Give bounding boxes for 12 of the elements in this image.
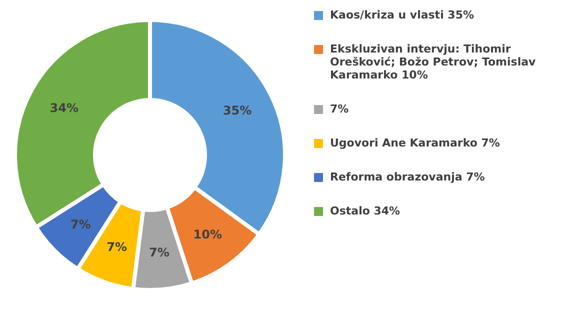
data-label: 10% <box>193 227 222 242</box>
data-label: 7% <box>106 240 127 254</box>
data-label: 35% <box>222 104 252 118</box>
legend-label: Reforma obrazovanja 7% <box>330 170 485 184</box>
legend-label: Ekskluzivan intervju: Tihomir Orešković; Božo Petrov; Tomislav Karamarko 10% <box>330 42 537 82</box>
data-label: 7% <box>70 217 91 232</box>
data-label: 7% <box>149 246 170 260</box>
legend-label: Ostalo 34% <box>330 204 400 218</box>
data-label: 34% <box>50 100 78 115</box>
legend-label: Ugovori Ane Karamarko 7% <box>330 136 500 150</box>
legend-label: 7% <box>330 102 349 116</box>
legend-label: Kaos/kriza u vlasti 35% <box>330 8 474 22</box>
